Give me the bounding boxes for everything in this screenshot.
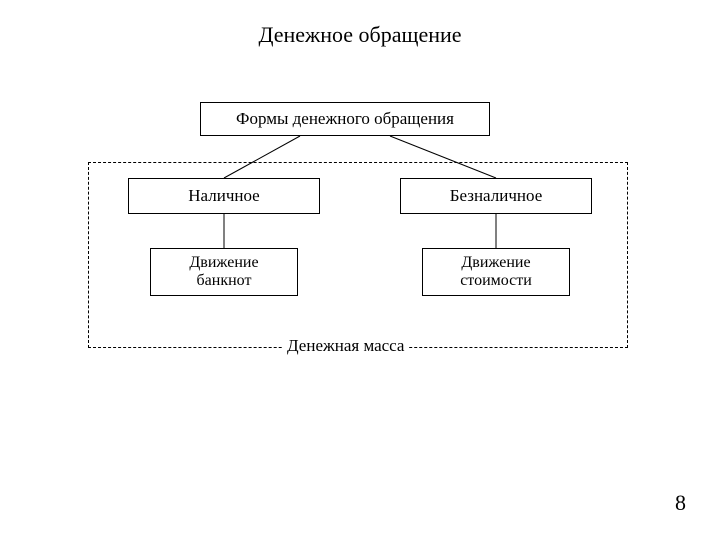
money-supply-label: Денежная масса [283, 336, 408, 356]
root-box: Формы денежного обращения [200, 102, 490, 136]
banknotes-box: Движение банкнот [150, 248, 298, 296]
noncash-box: Безналичное [400, 178, 592, 214]
value-box: Движение стоимости [422, 248, 570, 296]
cash-box: Наличное [128, 178, 320, 214]
slide-title: Денежное обращение [0, 22, 720, 48]
page-number: 8 [675, 490, 686, 516]
